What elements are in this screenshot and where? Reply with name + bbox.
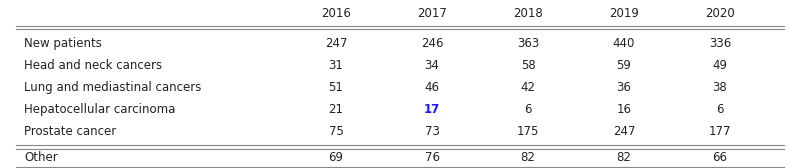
Text: 246: 246 [421,37,443,50]
Text: 36: 36 [617,81,631,94]
Text: 38: 38 [713,81,727,94]
Text: 336: 336 [709,37,731,50]
Text: 31: 31 [329,59,343,72]
Text: 69: 69 [329,151,343,164]
Text: 177: 177 [709,124,731,138]
Text: 2016: 2016 [321,7,351,20]
Text: 363: 363 [517,37,539,50]
Text: 46: 46 [425,81,439,94]
Text: 2019: 2019 [609,7,639,20]
Text: 247: 247 [613,124,635,138]
Text: 34: 34 [425,59,439,72]
Text: 2018: 2018 [513,7,543,20]
Text: 49: 49 [713,59,727,72]
Text: 16: 16 [617,103,631,116]
Text: Head and neck cancers: Head and neck cancers [24,59,162,72]
Text: 247: 247 [325,37,347,50]
Text: 82: 82 [521,151,535,164]
Text: 17: 17 [424,103,440,116]
Text: 58: 58 [521,59,535,72]
Text: Lung and mediastinal cancers: Lung and mediastinal cancers [24,81,202,94]
Text: 6: 6 [524,103,532,116]
Text: 21: 21 [329,103,343,116]
Text: 175: 175 [517,124,539,138]
Text: 6: 6 [716,103,724,116]
Text: 2020: 2020 [705,7,735,20]
Text: Other: Other [24,151,58,164]
Text: 440: 440 [613,37,635,50]
Text: 76: 76 [425,151,439,164]
Text: 66: 66 [713,151,727,164]
Text: 75: 75 [329,124,343,138]
Text: 59: 59 [617,59,631,72]
Text: 82: 82 [617,151,631,164]
Text: 73: 73 [425,124,439,138]
Text: 42: 42 [521,81,535,94]
Text: Hepatocellular carcinoma: Hepatocellular carcinoma [24,103,175,116]
Text: 2017: 2017 [417,7,447,20]
Text: Prostate cancer: Prostate cancer [24,124,116,138]
Text: 51: 51 [329,81,343,94]
Text: New patients: New patients [24,37,102,50]
